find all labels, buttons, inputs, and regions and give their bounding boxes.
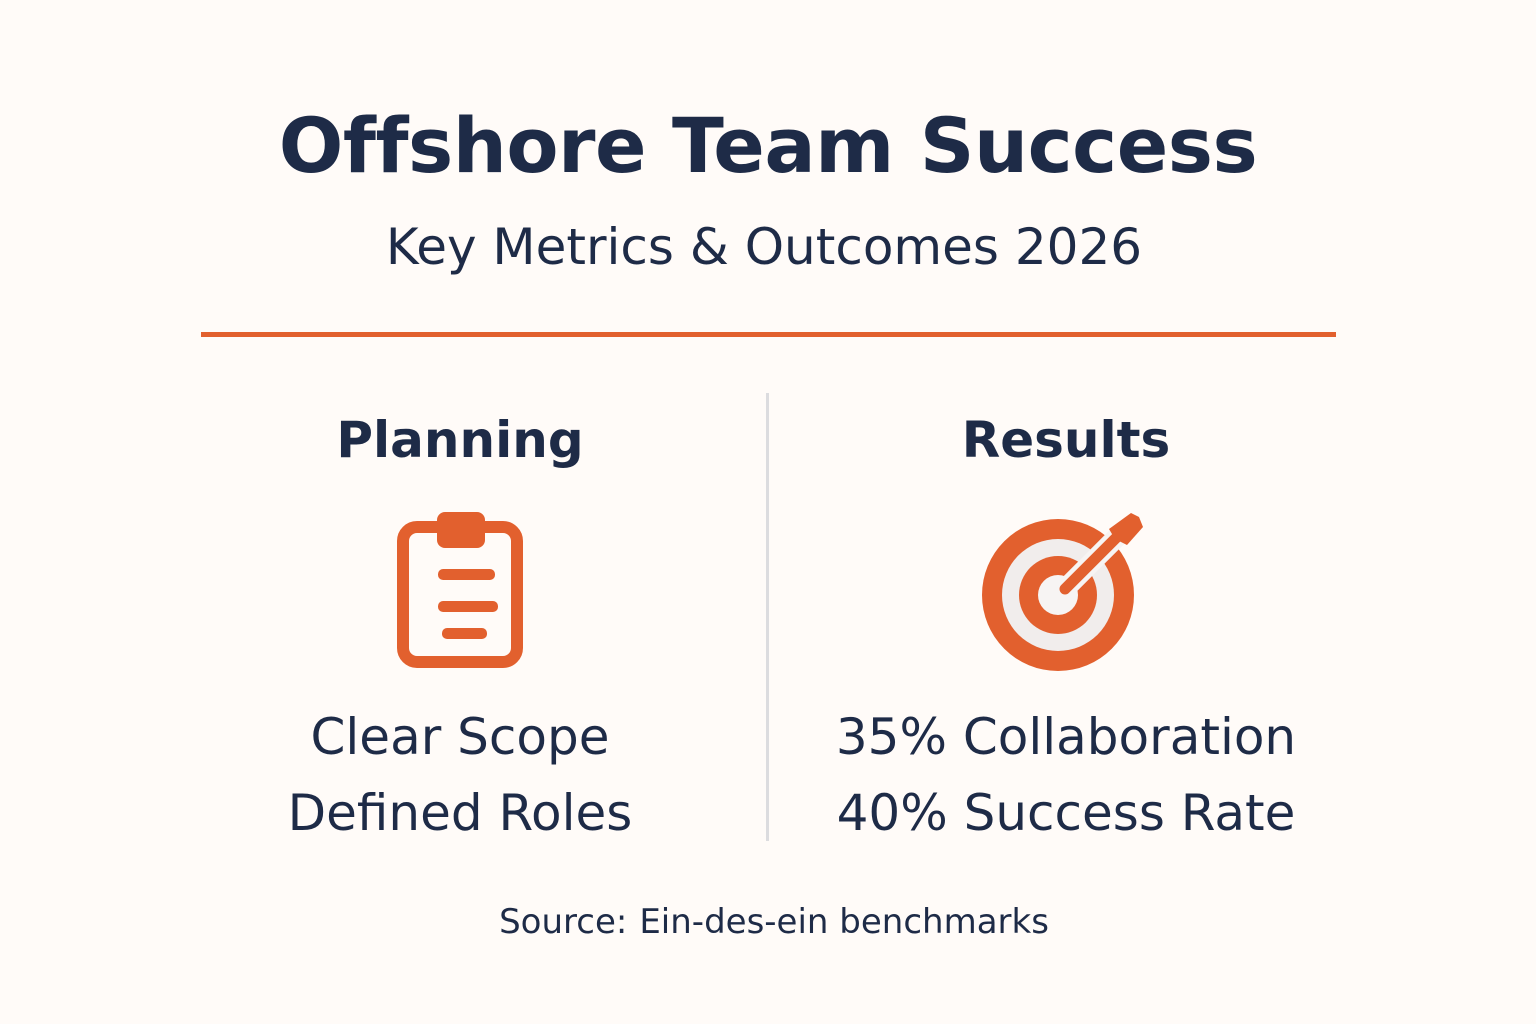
source-note: Source: Ein-des-ein benchmarks xyxy=(6,900,1536,944)
results-column: Results 35% Collaboration 40% Success Ra… xyxy=(786,400,1346,851)
source-value: Ein-des-ein benchmarks xyxy=(639,902,1049,942)
source-label: Source: xyxy=(499,902,628,942)
target-icon xyxy=(786,502,1346,677)
planning-line-defined-roles: Defined Roles xyxy=(287,784,633,842)
planning-heading: Planning xyxy=(336,411,584,469)
page-title: Offshore Team Success xyxy=(278,101,1258,190)
results-stats: 35% Collaboration 40% Success Rate xyxy=(786,699,1346,851)
planning-stats: Clear Scope Defined Roles xyxy=(180,699,740,851)
results-heading: Results xyxy=(961,411,1171,469)
results-line-success-rate: 40% Success Rate xyxy=(836,784,1296,842)
clipboard-icon xyxy=(180,502,740,677)
accent-divider xyxy=(201,332,1336,337)
results-line-collaboration: 35% Collaboration xyxy=(835,708,1297,766)
planning-line-clear-scope: Clear Scope xyxy=(310,708,610,766)
column-divider xyxy=(766,393,769,841)
page-subtitle: Key Metrics & Outcomes 2026 xyxy=(385,218,1143,276)
planning-column: Planning Clear Scope Defined Roles xyxy=(180,400,740,851)
